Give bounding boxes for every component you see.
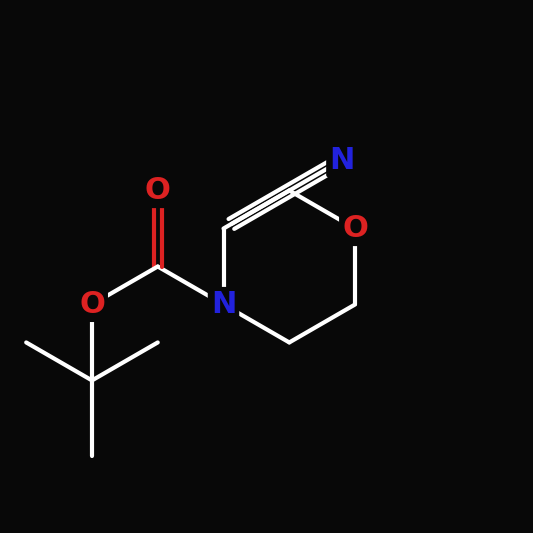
Text: N: N: [329, 146, 354, 175]
Text: O: O: [145, 176, 171, 205]
Text: N: N: [211, 290, 236, 319]
Text: O: O: [79, 290, 105, 319]
Text: O: O: [342, 214, 368, 243]
